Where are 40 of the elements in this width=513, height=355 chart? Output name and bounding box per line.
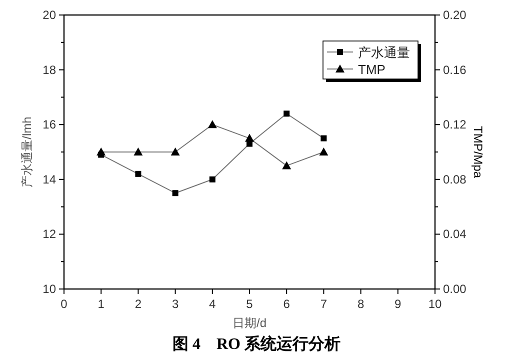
x-tick-label: 4 <box>209 297 216 311</box>
y-tick-label: 16 <box>42 118 56 132</box>
point <box>282 161 292 170</box>
legend-label: TMP <box>358 62 386 77</box>
point <box>208 120 217 128</box>
point <box>319 148 328 156</box>
y2-axis-title: TMP/Mpa <box>471 126 485 178</box>
point <box>320 135 327 142</box>
text: 图 4 RO 系统运行分析 <box>172 335 340 353</box>
x-tick-label: 10 <box>428 297 442 311</box>
point <box>170 148 180 156</box>
y2-tick-label: 0.08 <box>443 172 467 186</box>
x-tick-label: 2 <box>134 297 142 311</box>
x-tick-label: 9 <box>394 297 402 311</box>
y2-tick-label: 0.00 <box>443 282 467 296</box>
x-axis-title: 日期/d <box>232 316 267 330</box>
point <box>209 176 216 182</box>
y2-tick-label: 0.20 <box>443 8 467 22</box>
y2-tick-label: 0.04 <box>443 227 467 242</box>
x-tick-label: 7 <box>320 297 328 311</box>
y-tick-label: 12 <box>42 227 56 242</box>
legend-label: 产水通量 <box>358 45 410 60</box>
point <box>134 148 143 156</box>
point <box>98 152 104 158</box>
y-tick-label: 18 <box>42 62 56 77</box>
x-tick-label: 1 <box>98 297 105 311</box>
x-tick-label: 6 <box>283 297 290 311</box>
y-axis-title: 产水通量/lmh <box>20 116 34 188</box>
x-tick-label: 0 <box>60 297 68 311</box>
y-tick-label: 10 <box>42 282 56 296</box>
x-tick-label: 5 <box>246 297 254 311</box>
point <box>172 190 178 196</box>
y-tick-label: 20 <box>42 8 56 22</box>
x-tick-label: 3 <box>172 297 179 311</box>
y-tick-label: 14 <box>42 172 56 186</box>
y2-tick-label: 0.16 <box>443 62 467 77</box>
x-tick-label: 8 <box>357 297 364 311</box>
y2-tick-label: 0.12 <box>443 118 467 132</box>
point <box>135 170 142 177</box>
point <box>284 110 290 117</box>
